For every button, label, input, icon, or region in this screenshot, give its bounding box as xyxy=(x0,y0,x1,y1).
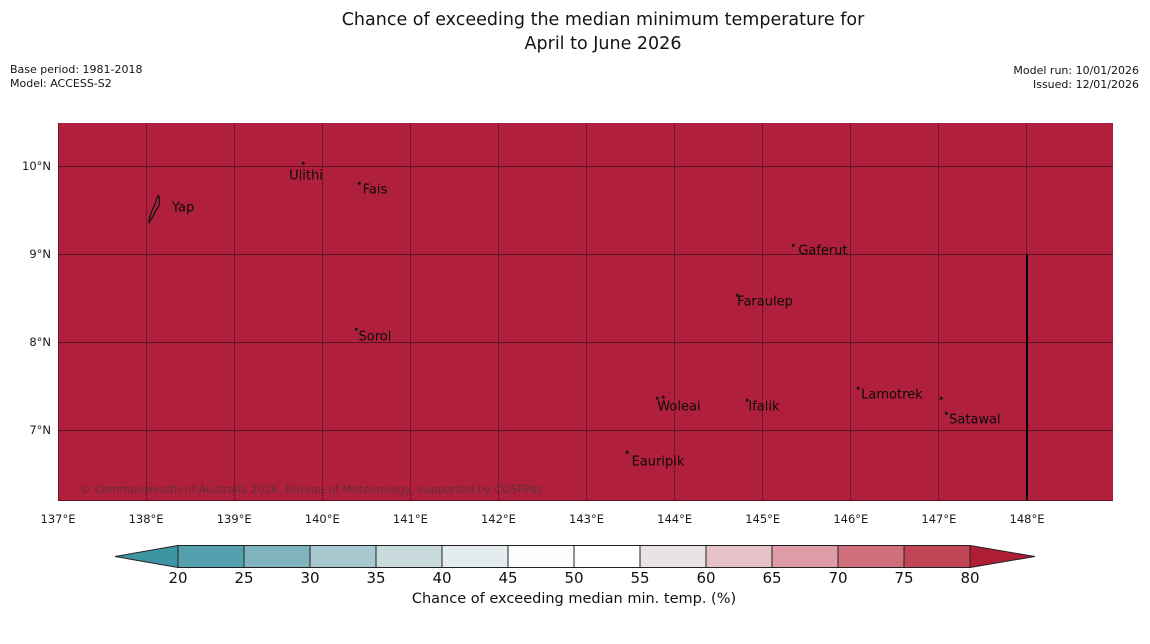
colorbar-segment-55-60 xyxy=(639,545,707,568)
colorbar-segment-45-50 xyxy=(507,545,575,568)
island-label-fais: Fais xyxy=(362,182,388,198)
colorbar-tick-20: 20 xyxy=(168,569,188,587)
yap-island-icon-wrap xyxy=(147,194,164,229)
island-label-sorol: Sorol xyxy=(358,329,392,345)
lon-gridline-139 xyxy=(233,123,235,500)
colorbar-segment-50-55 xyxy=(573,545,641,568)
title-line-1: Chance of exceeding the median minimum t… xyxy=(341,10,865,30)
lat-tick-label-9: 9°N xyxy=(29,247,51,262)
island-label-woleai: Woleai xyxy=(657,399,701,415)
colorbar-label: Chance of exceeding median min. temp. (%… xyxy=(411,591,737,607)
yap-island-icon xyxy=(148,194,161,224)
island-label-satawal: Satawal xyxy=(949,412,1001,428)
lat-tick-label-7: 7°N xyxy=(29,423,51,438)
colorbar-tick-30: 30 xyxy=(300,569,320,587)
lon-tick-label-144: 144°E xyxy=(657,512,693,526)
colorbar-segment-65-70 xyxy=(771,545,839,568)
map-area: Yap Ulithi Fais Sorol Gaferut Faraulep Woleai… xyxy=(58,123,1113,501)
colorbar-tick-60: 60 xyxy=(696,569,716,587)
lon-gridline-147 xyxy=(938,123,940,500)
colorbar-tick-50: 50 xyxy=(564,569,584,587)
lon-tick-label-142: 142°E xyxy=(480,512,516,526)
island-label-ifalik: Ifalik xyxy=(748,399,780,415)
lon-gridline-143 xyxy=(586,123,588,500)
island-marker-faraulep-0 xyxy=(735,293,739,297)
lon-gridline-138 xyxy=(145,123,147,500)
island-marker-lamotrek-0 xyxy=(856,386,860,390)
colorbar-tick-65: 65 xyxy=(762,569,782,587)
copyright-text: © Commonwealth of Australia 2026, Bureau… xyxy=(80,483,544,496)
model-text: Model: ACCESS-S2 xyxy=(10,76,112,90)
lon-gridline-146 xyxy=(850,123,852,500)
issued-text: Issued: 12/01/2026 xyxy=(1032,77,1139,91)
colorbar xyxy=(115,545,1035,568)
lon-gridline-144 xyxy=(674,123,676,500)
colorbar-tick-55: 55 xyxy=(630,569,650,587)
colorbar-segment-75-80 xyxy=(903,545,971,568)
model-run-text: Model run: 10/01/2026 xyxy=(1013,64,1139,77)
island-marker-ulithi-0 xyxy=(301,161,305,165)
title-line-2: April to June 2026 xyxy=(524,34,682,54)
island-marker-sorol-0 xyxy=(354,327,358,331)
colorbar-tick-70: 70 xyxy=(828,569,848,587)
lon-gridline-141 xyxy=(409,123,411,500)
colorbar-segment-30-35 xyxy=(309,545,377,568)
lat-tick-label-10: 10°N xyxy=(22,158,51,173)
lat-gridline-8 xyxy=(58,342,1113,344)
island-marker-satawal-0 xyxy=(944,411,948,415)
lon-tick-label-137: 137°E xyxy=(40,512,76,526)
meta-left: Base period: 1981-2018 Model: ACCESS-S2 xyxy=(10,63,142,90)
lon-tick-label-140: 140°E xyxy=(304,512,340,526)
island-label-yap: Yap xyxy=(171,200,195,216)
page-title: Chance of exceeding the median minimum t… xyxy=(56,8,1150,56)
lon-tick-label-138: 138°E xyxy=(128,512,164,526)
island-marker-woleai-1 xyxy=(661,395,665,399)
lon-gridline-142 xyxy=(497,123,499,500)
lon-tick-label-147: 147°E xyxy=(921,512,957,526)
lat-tick-label-8: 8°N xyxy=(29,335,51,350)
island-marker-lamotrek-1 xyxy=(939,396,943,400)
colorbar-segment-60-65 xyxy=(705,545,773,568)
lon-gridline-137 xyxy=(58,123,59,500)
island-marker-gaferut-0 xyxy=(791,243,795,247)
island-label-gaferut: Gaferut xyxy=(798,243,848,259)
lon-tick-label-148: 148°E xyxy=(1009,512,1045,526)
colorbar-segment-40-45 xyxy=(441,545,509,568)
lon-tick-label-141: 141°E xyxy=(392,512,428,526)
colorbar-under-arrow xyxy=(115,545,179,568)
colorbar-tick-80: 80 xyxy=(960,569,980,587)
boundary-line-148e xyxy=(1025,254,1028,500)
lon-gridline-145 xyxy=(762,123,764,500)
colorbar-tick-75: 75 xyxy=(894,569,914,587)
colorbar-segment-70-75 xyxy=(837,545,905,568)
colorbar-segment-25-30 xyxy=(243,545,311,568)
colorbar-segment-20-25 xyxy=(177,545,245,568)
base-period-text: Base period: 1981-2018 xyxy=(10,63,143,76)
colorbar-tick-45: 45 xyxy=(498,569,518,587)
island-marker-fais-0 xyxy=(357,181,361,185)
island-label-faraulep: Faraulep xyxy=(737,294,793,310)
lat-gridline-7 xyxy=(58,430,1113,432)
lon-tick-label-139: 139°E xyxy=(216,512,252,526)
island-marker-woleai-0 xyxy=(655,396,659,400)
lon-gridline-140 xyxy=(321,123,323,500)
colorbar-segment-35-40 xyxy=(375,545,443,568)
lat-gridline-9 xyxy=(58,254,1113,256)
island-label-eauripik: Eauripik xyxy=(631,454,685,470)
lon-tick-label-146: 146°E xyxy=(833,512,869,526)
lat-gridline-10 xyxy=(58,165,1113,167)
colorbar-tick-40: 40 xyxy=(432,569,452,587)
meta-right: Model run: 10/01/2026 Issued: 12/01/2026 xyxy=(1013,64,1139,91)
colorbar-tick-25: 25 xyxy=(234,569,254,587)
island-label-lamotrek: Lamotrek xyxy=(861,387,923,403)
colorbar-over-arrow xyxy=(969,545,1035,568)
island-marker-ifalik-0 xyxy=(745,398,749,402)
lon-tick-label-145: 145°E xyxy=(745,512,781,526)
colorbar-tick-35: 35 xyxy=(366,569,386,587)
island-label-ulithi: Ulithi xyxy=(289,168,323,184)
island-marker-eauripik-0 xyxy=(625,450,629,454)
lon-tick-label-143: 143°E xyxy=(569,512,605,526)
